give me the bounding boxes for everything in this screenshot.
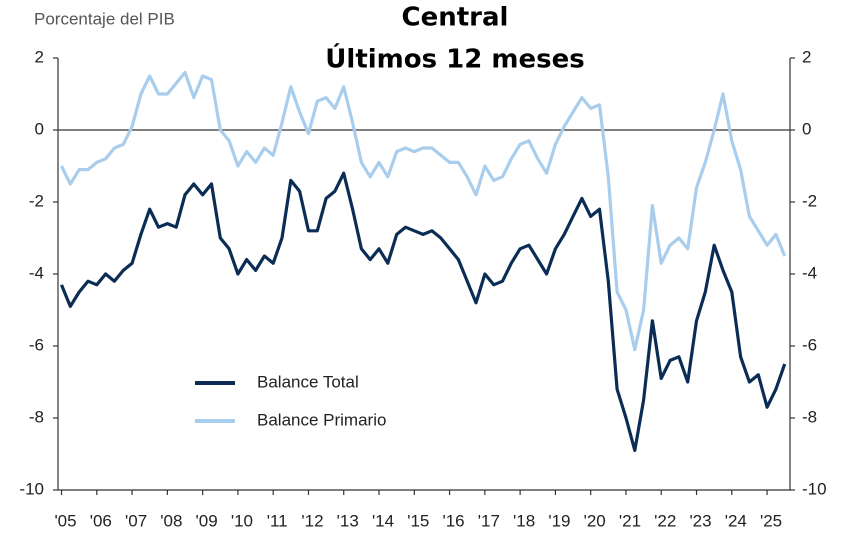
x-tick-label: '17 xyxy=(478,511,500,530)
y2-tick-label: -4 xyxy=(802,263,817,282)
x-tick-label: '24 xyxy=(725,511,747,530)
y2-tick-label: -10 xyxy=(802,479,827,498)
x-tick-label: '23 xyxy=(689,511,711,530)
y-axis-label: Porcentaje del PIB xyxy=(34,9,175,28)
y-tick-label: -4 xyxy=(29,263,44,282)
chart-subtitle: Últimos 12 meses xyxy=(325,43,584,75)
x-tick-label: '21 xyxy=(619,511,641,530)
x-tick-label: '11 xyxy=(267,511,288,530)
x-tick-label: '10 xyxy=(231,511,253,530)
y-tick-label: 0 xyxy=(35,119,44,138)
series-line xyxy=(60,70,787,352)
legend-label: Balance Primario xyxy=(257,410,386,429)
y-tick-label: -8 xyxy=(29,407,44,426)
x-tick-label: '22 xyxy=(654,511,676,530)
y-tick-label: -2 xyxy=(29,191,44,210)
x-tick-label: '15 xyxy=(407,511,429,530)
x-tick-label: '07 xyxy=(125,511,147,530)
legend-label: Balance Total xyxy=(257,372,359,391)
x-tick-label: '09 xyxy=(196,511,218,530)
y2-tick-label: -6 xyxy=(802,335,817,354)
x-tick-label: '12 xyxy=(301,511,323,530)
y-tick-label: -6 xyxy=(29,335,44,354)
x-tick-label: '20 xyxy=(584,511,606,530)
x-tick-label: '18 xyxy=(513,511,535,530)
x-tick-label: '13 xyxy=(337,511,359,530)
series-line xyxy=(60,171,787,452)
y-tick-label: 2 xyxy=(35,47,44,66)
x-tick-label: '14 xyxy=(372,511,394,530)
x-tick-label: '05 xyxy=(54,511,76,530)
chart-title: Central xyxy=(402,3,509,33)
y2-tick-label: -8 xyxy=(802,407,817,426)
x-tick-label: '06 xyxy=(90,511,112,530)
y2-tick-label: 2 xyxy=(802,47,811,66)
y2-tick-label: 0 xyxy=(802,119,811,138)
y-tick-label: -10 xyxy=(19,479,44,498)
x-tick-label: '08 xyxy=(160,511,182,530)
x-tick-label: '19 xyxy=(548,511,570,530)
x-tick-label: '16 xyxy=(442,511,464,530)
x-tick-label: '25 xyxy=(760,511,782,530)
y2-tick-label: -2 xyxy=(802,191,817,210)
